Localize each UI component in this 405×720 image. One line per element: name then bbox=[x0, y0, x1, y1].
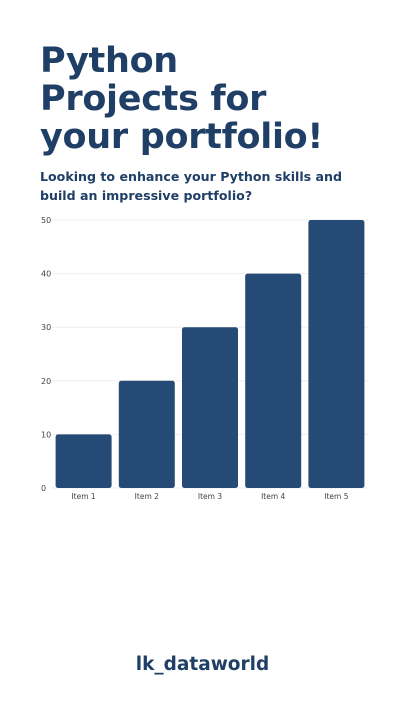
y-tick-label: 50 bbox=[41, 216, 51, 225]
x-tick-label: Item 2 bbox=[135, 492, 159, 501]
bars bbox=[55, 220, 365, 488]
y-axis: 0 10 20 30 40 50 bbox=[41, 216, 51, 493]
title-line-1: Python bbox=[40, 41, 178, 81]
subtitle: Looking to enhance your Python skills an… bbox=[40, 169, 343, 203]
bar bbox=[182, 327, 238, 488]
x-axis: Item 1 Item 2 Item 3 Item 4 Item 5 bbox=[71, 492, 348, 501]
y-tick-label: 10 bbox=[41, 430, 51, 439]
bar bbox=[55, 434, 112, 488]
brand-handle: lk_dataworld bbox=[135, 654, 270, 675]
y-tick-label: 20 bbox=[41, 377, 51, 386]
y-tick-label: 40 bbox=[41, 270, 51, 279]
x-tick-label: Item 1 bbox=[71, 492, 95, 501]
page-title: Python Projects for your portfolio! bbox=[40, 42, 323, 156]
x-tick-label: Item 5 bbox=[324, 492, 348, 501]
x-tick-label: Item 3 bbox=[198, 492, 222, 501]
title-line-3: your portfolio! bbox=[40, 117, 324, 157]
y-tick-label: 0 bbox=[41, 484, 46, 493]
bar bbox=[245, 273, 302, 488]
x-tick-label: Item 4 bbox=[261, 492, 285, 501]
bar bbox=[308, 220, 365, 488]
bar bbox=[118, 380, 175, 488]
title-line-2: Projects for bbox=[40, 79, 267, 119]
y-tick-label: 30 bbox=[41, 323, 51, 332]
